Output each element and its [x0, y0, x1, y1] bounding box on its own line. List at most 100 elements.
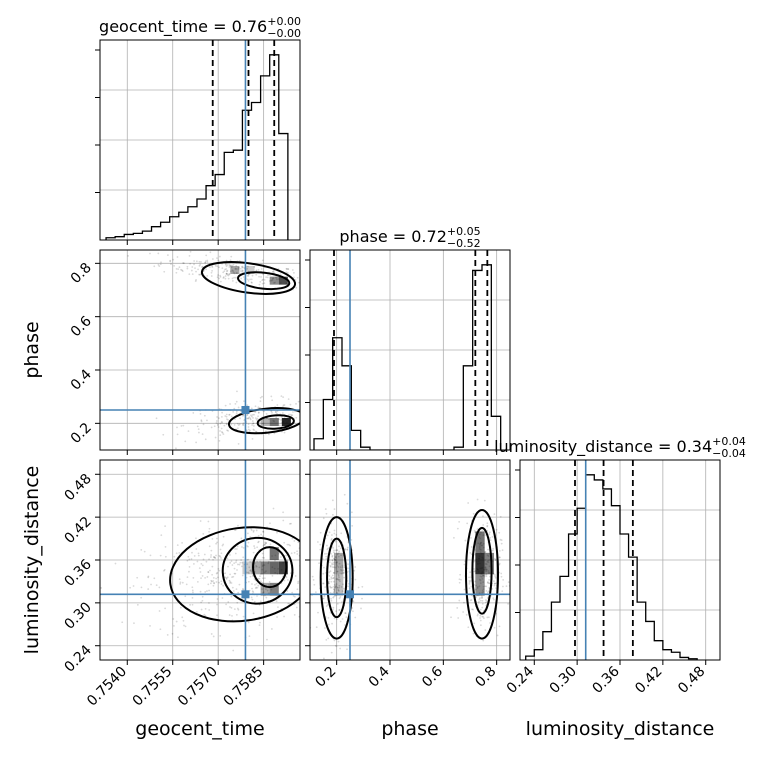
sample-point [191, 586, 194, 589]
sample-point [234, 572, 237, 575]
sample-point [286, 559, 289, 562]
truth-marker [241, 590, 250, 599]
sample-point [264, 541, 266, 544]
sample-point [332, 591, 335, 593]
sample-point [186, 267, 189, 270]
sample-point [289, 413, 292, 416]
sample-point [296, 553, 299, 555]
sample-point [207, 583, 210, 586]
x-tick-label: 0.7555 [130, 664, 176, 710]
sample-point [252, 612, 255, 615]
sample-point [241, 266, 244, 269]
sample-point [249, 278, 252, 281]
sample-point [479, 579, 482, 582]
sample-point [163, 569, 165, 572]
sample-point [216, 424, 219, 427]
sample-point [263, 543, 266, 546]
sample-point [260, 533, 263, 536]
sample-point [500, 575, 503, 578]
sample-point [265, 412, 268, 415]
sample-point [340, 572, 343, 575]
sample-point [262, 422, 265, 425]
sample-point [192, 576, 195, 579]
sample-point [201, 599, 204, 602]
sample-point [481, 615, 484, 618]
sample-point [333, 549, 335, 552]
sample-point [230, 560, 233, 563]
sample-point [181, 269, 183, 272]
sample-point [293, 540, 296, 542]
sample-point [335, 561, 337, 564]
sample-point [259, 600, 262, 603]
y-axis-label: phase [21, 321, 43, 378]
sample-point [189, 250, 192, 253]
sample-point [296, 588, 299, 591]
sample-point [324, 552, 326, 555]
sample-point [252, 529, 255, 532]
sample-point [241, 588, 244, 590]
contour [319, 516, 354, 640]
sample-point [312, 416, 314, 418]
sample-point [328, 578, 331, 581]
sample-point [465, 613, 468, 616]
sample-point [181, 541, 183, 544]
sample-point [473, 570, 476, 573]
sample-point [325, 605, 328, 607]
sample-point [187, 555, 190, 558]
sample-point [225, 265, 228, 268]
y-tick-label: 0.24 [61, 642, 94, 675]
sample-point [216, 571, 219, 574]
y-tick-label: 0.2 [68, 420, 95, 447]
sample-point [136, 603, 139, 606]
sample-point [322, 517, 325, 520]
sample-point [342, 583, 344, 586]
sample-point [231, 264, 234, 267]
sample-point [255, 418, 258, 421]
sample-point [195, 441, 198, 444]
sample-point [204, 614, 207, 617]
sample-point [213, 556, 215, 559]
sample-point [215, 537, 218, 540]
sample-point [308, 588, 310, 590]
sample-point [265, 542, 268, 544]
sample-point [468, 576, 470, 579]
sample-point [235, 412, 238, 415]
sample-point [328, 574, 331, 577]
sample-point [343, 493, 346, 496]
y-tick-label: 0.42 [61, 514, 94, 547]
sample-point [476, 585, 479, 588]
contour [252, 546, 288, 589]
sample-point [272, 270, 275, 273]
contour [256, 414, 295, 430]
sample-point [221, 431, 224, 434]
sample-point [336, 586, 339, 589]
sample-point [181, 581, 184, 584]
sample-point [232, 263, 235, 266]
sample-point [486, 581, 489, 584]
sample-point [296, 550, 298, 553]
density-cell [230, 266, 240, 274]
sample-point [341, 618, 344, 620]
sample-point [212, 635, 215, 638]
sample-point [238, 583, 241, 586]
sample-point [306, 555, 308, 557]
sample-point [212, 580, 215, 582]
sample-point [360, 607, 362, 610]
sample-point [172, 258, 175, 261]
sample-point [234, 402, 237, 405]
sample-point [289, 403, 292, 406]
sample-point [324, 627, 326, 629]
sample-point [127, 255, 129, 257]
sample-point [494, 576, 497, 579]
sample-point [343, 576, 346, 579]
sample-point [204, 261, 207, 264]
sample-point [470, 585, 473, 588]
sample-point [338, 584, 341, 587]
sample-point [325, 557, 328, 560]
sample-point [236, 390, 238, 393]
sample-point [181, 616, 184, 619]
sample-point [316, 541, 319, 543]
sample-point [318, 562, 321, 565]
sample-point [163, 270, 166, 273]
sample-point [224, 263, 227, 266]
